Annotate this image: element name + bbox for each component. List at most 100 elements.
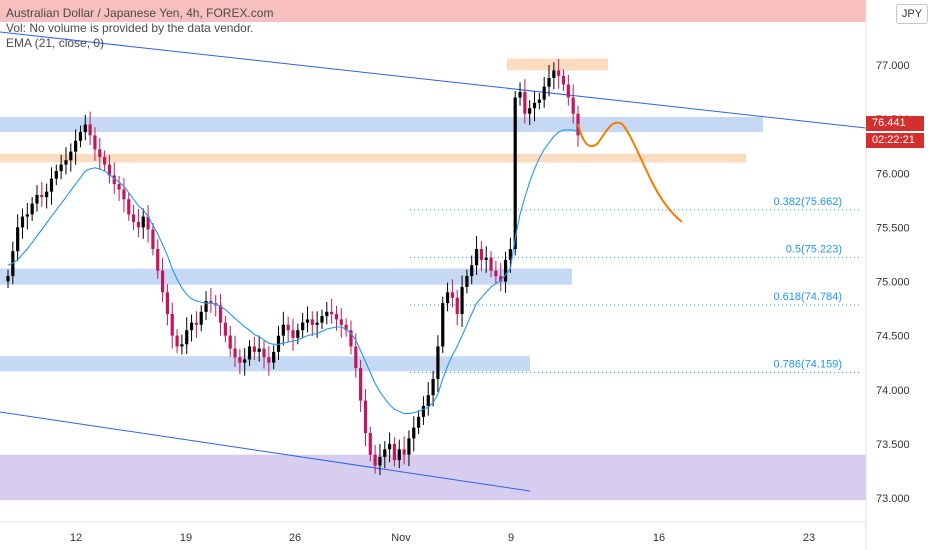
candle-body [503,259,508,282]
candle-body [513,97,517,250]
candle-body [508,249,512,260]
time-axis[interactable]: 12 19 26 Nov 9 16 23 [70,532,815,544]
candle-body [281,324,285,336]
candle-body [6,276,10,282]
candle-body [412,427,416,439]
candle-body [334,313,339,320]
candle-body [571,97,575,114]
candle-body [431,378,435,396]
price-tick-label: 74.000 [876,385,910,397]
candle-body [479,249,483,260]
candle-body [20,216,25,228]
time-tick-label: 23 [803,532,815,544]
candle-body [146,216,150,230]
ema-line [7,129,579,415]
candle-body [450,292,455,298]
candle-body [330,311,334,314]
zone-demand [0,454,866,501]
candle-body [112,175,116,185]
fib-label: 0.382(75.662) [774,196,843,208]
candle-body [107,164,112,176]
candle-body [532,102,537,109]
candle-body [218,305,223,323]
price-tick-label: 77.000 [876,60,910,72]
candle-body [484,257,488,260]
zone-support [0,356,530,372]
candle-body [243,359,247,363]
candle-body [305,319,310,323]
candle-body [64,160,68,165]
projection-path[interactable] [577,121,683,223]
candle-body [233,348,237,358]
candle-body [223,322,227,336]
time-tick-label: 19 [180,532,192,544]
zone-resistance [0,116,763,133]
current-price-tag: 76.441 [866,116,924,131]
candle-body [291,330,295,338]
candle-body [209,300,213,304]
ema-legend: EMA (21, close, 0) [6,36,105,50]
price-tick-label: 73.000 [876,493,910,505]
candle-body [16,227,20,252]
candle-body [49,178,54,192]
candle-body [83,124,87,133]
candle-body [320,316,324,323]
candle-body [136,221,141,228]
candle-body [421,405,426,417]
lower-trendline[interactable] [0,411,531,492]
top-red-band [0,0,866,22]
candle-body [247,346,252,360]
time-tick-label: 9 [508,532,514,544]
candle-body [252,346,256,352]
price-tick-label: 75.500 [876,222,910,234]
candles [6,59,580,476]
volume-note: Vol: No volume is provided by the data v… [6,21,254,35]
price-axis[interactable]: 77.00076.50076.00075.50075.00074.50074.0… [876,60,910,505]
candle-body [122,189,126,200]
chart-legend: Australian Dollar / Japanese Yen, 4h, FO… [6,6,273,51]
fib-label: 0.786(74.159) [774,359,843,371]
candle-body [460,286,464,314]
candle-body [561,75,566,85]
time-tick-label: Nov [391,532,411,544]
candle-body [78,132,83,141]
zone-supply [507,58,608,71]
candle-body [426,395,430,406]
candle-body [378,456,382,466]
candle-body [262,348,266,358]
candle-body [455,297,459,314]
candle-body [523,92,527,114]
upper-trendline[interactable] [0,31,867,129]
candle-body [175,335,179,347]
candle-body [315,322,319,325]
currency-button[interactable]: JPY [896,4,928,24]
candle-body [35,194,39,204]
zone-support [0,153,746,163]
candle-body [228,335,232,349]
candle-body [69,151,73,161]
candle-body [93,135,97,150]
countdown-tag: 02:22:21 [866,133,924,148]
candle-body [363,400,368,434]
candle-body [141,216,145,228]
candle-body [499,276,503,282]
candle-body [45,191,49,198]
candle-body [296,330,300,338]
candle-body [286,324,290,331]
candle-body [98,149,102,158]
candle-body [552,70,556,78]
candle-body [127,199,131,215]
fib-levels: 0.382(75.662) 0.5(75.223) 0.618(74.784) 0.7… [410,196,860,374]
symbol-title: Australian Dollar / Japanese Yen, 4h, FO… [6,6,274,20]
candle-body [349,330,353,347]
candle-body [185,330,189,345]
candle-body [344,324,348,331]
candle-body [194,322,198,325]
candle-body [368,433,372,455]
candle-body [392,443,397,461]
candle-body [441,303,445,347]
time-tick-label: 16 [653,532,665,544]
candle-body [542,86,546,100]
